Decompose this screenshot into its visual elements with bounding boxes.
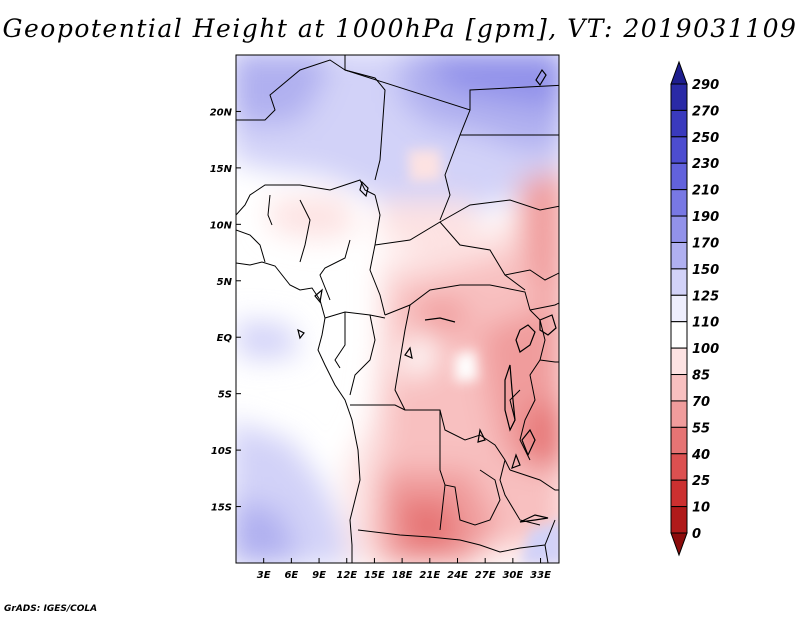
colorbar-segment — [670, 400, 688, 428]
colorbar-segment — [670, 215, 688, 243]
lon-tick-label: 9E — [312, 570, 326, 581]
lat-tick-label: 20N — [210, 107, 233, 118]
colorbar-label: 190 — [692, 210, 719, 225]
colorbar-segment — [670, 241, 688, 270]
longitude-axis: 3E 6E 9E 12E 15E 18E 21E 24E 27E 30E 33E — [257, 558, 551, 581]
colorbar-segment — [670, 374, 688, 402]
colorbar: 2902702502302101901701501251101008570554… — [670, 60, 719, 557]
colorbar-label: 170 — [692, 236, 719, 251]
country-borders — [236, 55, 559, 563]
colorbar-label: 10 — [692, 501, 710, 516]
map-frame — [235, 54, 560, 564]
colorbar-segment — [670, 83, 688, 111]
colorbar-segment — [670, 347, 688, 376]
footer-credit: GrADS: IGES/COLA — [4, 604, 98, 614]
colorbar-label: 25 — [692, 474, 710, 489]
colorbar-label: 110 — [692, 316, 719, 331]
lake-outlines — [297, 68, 557, 523]
lat-tick-label: 10S — [211, 446, 232, 457]
colorbar-segment — [670, 453, 688, 481]
lon-tick-label: 12E — [336, 570, 357, 581]
colorbar-label: 85 — [692, 369, 710, 384]
colorbar-bottom-arrow — [670, 532, 688, 557]
lon-tick-label: 30E — [502, 570, 523, 581]
colorbar-top-arrow — [670, 60, 688, 85]
shaded-field — [236, 55, 559, 563]
colorbar-label: 55 — [692, 421, 710, 436]
lon-tick-label: 33E — [530, 570, 551, 581]
colorbar-label: 290 — [692, 78, 719, 93]
colorbar-segment — [670, 479, 688, 508]
colorbar-segment — [670, 136, 688, 164]
lon-tick-label: 15E — [364, 570, 385, 581]
lat-tick-label: EQ — [217, 333, 233, 344]
colorbar-label: 125 — [692, 289, 719, 304]
colorbar-label: 70 — [692, 395, 710, 410]
colorbar-segment — [670, 294, 688, 323]
lon-tick-label: 3E — [257, 570, 271, 581]
colorbar-label: 0 — [692, 527, 701, 542]
lat-tick-label: 5N — [217, 277, 233, 288]
latitude-axis: 20N 15N 10N 5N EQ 5S 10S 15S — [210, 107, 241, 514]
colorbar-segment — [670, 268, 688, 296]
lat-tick-label: 15S — [211, 503, 232, 514]
lon-tick-label: 24E — [447, 570, 468, 581]
colorbar-segment — [670, 162, 688, 191]
colorbar-segment — [670, 506, 688, 534]
colorbar-label: 270 — [692, 104, 719, 119]
colorbar-label: 210 — [692, 184, 719, 199]
lon-tick-label: 18E — [392, 570, 413, 581]
lon-tick-label: 6E — [284, 570, 298, 581]
colorbar-label: 150 — [692, 263, 719, 278]
lon-tick-label: 21E — [419, 570, 440, 581]
colorbar-label: 250 — [692, 131, 719, 146]
colorbar-segment — [670, 426, 688, 455]
colorbar-label: 100 — [692, 342, 719, 357]
colorbar-label: 230 — [692, 157, 719, 172]
colorbar-label: 40 — [691, 448, 710, 463]
lat-tick-label: 10N — [210, 220, 233, 231]
colorbar-segment — [670, 321, 688, 349]
lat-tick-label: 15N — [210, 164, 233, 175]
lon-tick-label: 27E — [475, 570, 496, 581]
lat-tick-label: 5S — [218, 390, 232, 401]
chart-title: Geopotential Height at 1000hPa [gpm], VT… — [2, 14, 798, 43]
colorbar-segment — [670, 109, 688, 138]
colorbar-segment — [670, 189, 688, 217]
